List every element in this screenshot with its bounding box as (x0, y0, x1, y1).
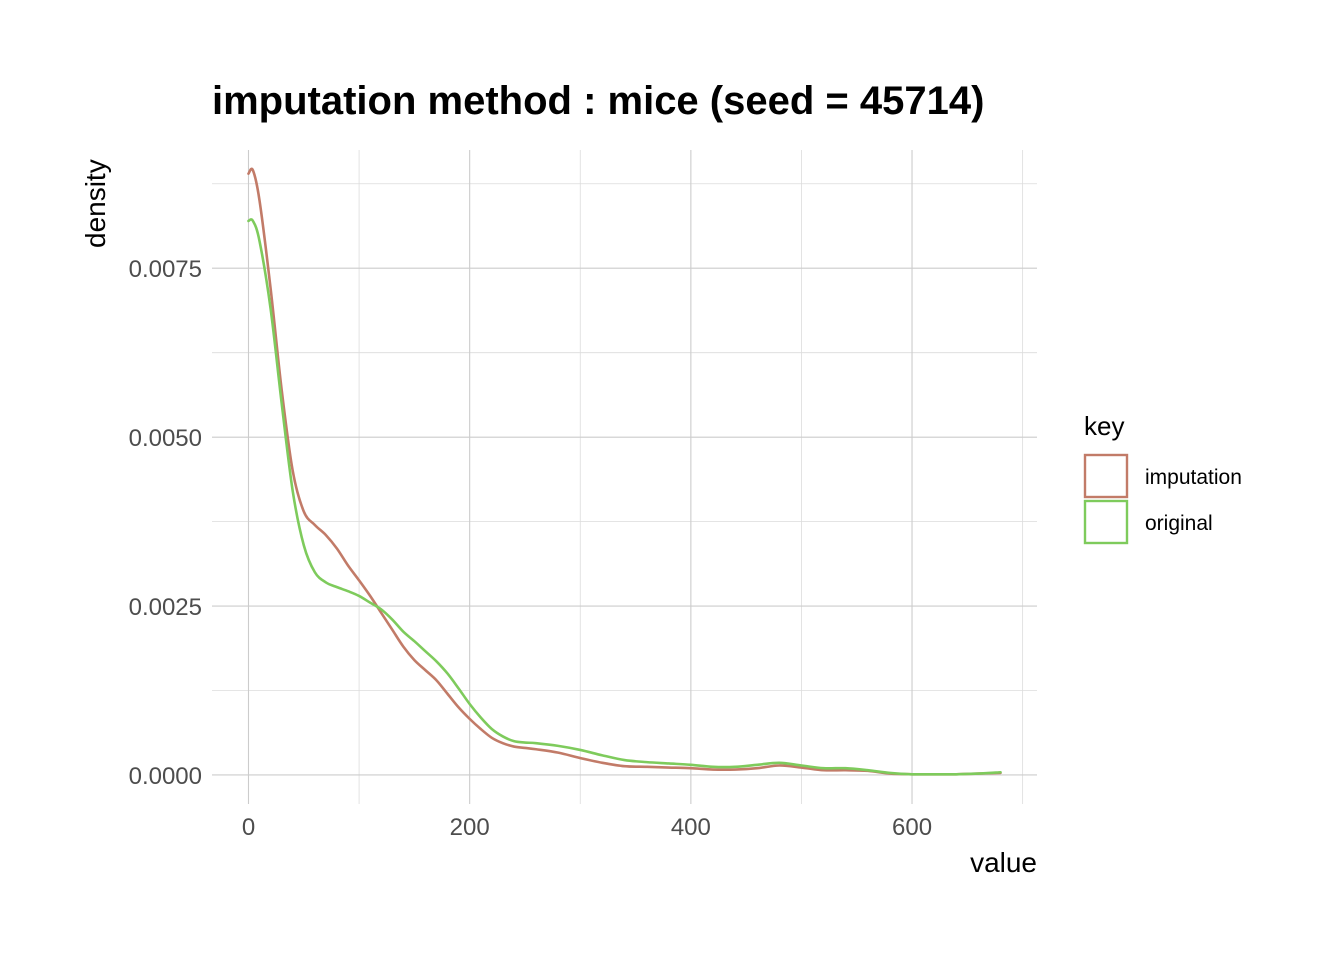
legend-title: key (1084, 411, 1124, 441)
y-tick-label: 0.0075 (129, 256, 202, 283)
series-line-imputation (247, 167, 1002, 776)
legend-items: imputation original (1083, 453, 1242, 545)
legend: key imputation original (1083, 411, 1242, 545)
legend-key-original (1083, 499, 1129, 545)
series-line-original (247, 218, 1002, 776)
chart-title: imputation method : mice (seed = 45714) (212, 79, 984, 123)
x-tick-label: 600 (892, 814, 932, 841)
legend-label-original: original (1145, 512, 1213, 535)
x-axis-title: value (970, 847, 1037, 878)
axes: 0 200 400 600 0.0000 0.0025 0.0050 0.0075 (129, 256, 932, 841)
legend-label-imputation: imputation (1145, 466, 1242, 489)
y-tick-label: 0.0000 (129, 763, 202, 790)
grid (212, 150, 1037, 804)
x-tick-label: 400 (671, 814, 711, 841)
y-axis-title: density (80, 159, 111, 248)
y-tick-label: 0.0025 (129, 594, 202, 621)
y-tick-label: 0.0050 (129, 425, 202, 452)
x-tick-label: 200 (450, 814, 490, 841)
x-tick-label: 0 (242, 814, 255, 841)
legend-key-imputation (1083, 453, 1129, 499)
series-lines (247, 167, 1002, 776)
